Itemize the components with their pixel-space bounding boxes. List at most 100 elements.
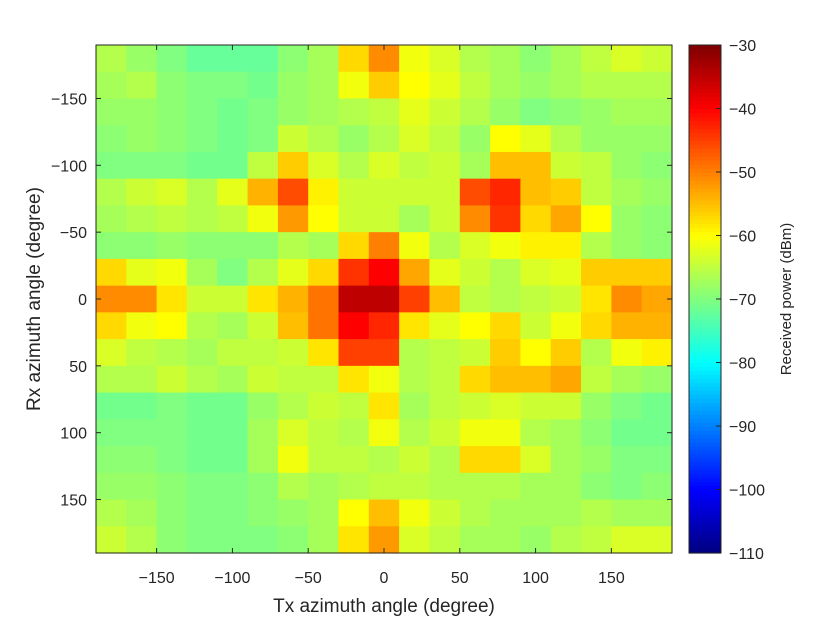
heatmap-cell [459,419,491,447]
heatmap-cell [459,312,491,340]
heatmap-cell [186,45,218,73]
heatmap-cell [459,98,491,126]
heatmap-cell [611,45,643,73]
heatmap-cell [156,339,188,367]
heatmap-cell [126,339,158,367]
heatmap-cell [308,472,340,501]
heatmap-cell [399,499,431,527]
heatmap-cell [126,125,158,153]
heatmap-cell [247,232,279,260]
colorbar-segment [689,267,721,272]
heatmap-cell [217,446,249,474]
colorbar-segment [689,445,721,451]
heatmap-cell [186,419,218,447]
heatmap-cell [217,98,249,126]
colorbar-segment [689,231,721,237]
heatmap-cell [126,499,158,527]
heatmap-cell [550,125,582,153]
heatmap-cell [277,285,309,313]
heatmap-cell [338,499,370,527]
colorbar-segment [689,426,721,431]
heatmap-cell [429,526,461,554]
heatmap-cell [581,45,612,73]
heatmap-cell [217,232,249,260]
heatmap-cell [186,499,218,527]
heatmap-cell [459,339,491,367]
heatmap-cell [186,151,218,180]
colorbar-segment [689,48,721,54]
heatmap-cell [277,178,309,207]
heatmap-cell [429,98,461,126]
colorbar-segment [689,187,721,193]
colorbar-segment [689,295,721,300]
colorbar-segment [689,56,721,62]
colorbar-segment [689,183,721,189]
heatmap-cell [308,526,340,554]
heatmap-cell [96,71,127,100]
heatmap-cell [277,232,309,260]
heatmap-cell [247,178,279,207]
heatmap-cell [368,446,400,474]
heatmap-cell [126,71,158,100]
heatmap-cell [186,472,218,501]
colorbar-segment [689,124,721,129]
colorbar-segment [689,422,721,427]
colorbar-segment [689,433,721,439]
heatmap-cell [186,392,218,420]
heatmap-cell [338,232,370,260]
heatmap-cell [277,365,309,394]
colorbar-segment [689,521,721,526]
heatmap-cell [490,339,522,367]
x-axis-label: Tx azimuth angle (degree) [273,596,495,617]
colorbar-segment [689,545,721,550]
heatmap-cell [126,178,158,207]
heatmap-cell [96,446,127,474]
heatmap-cell [459,446,491,474]
heatmap-cell [459,45,491,73]
heatmap-cell [277,499,309,527]
heatmap-cell [399,258,431,287]
colorbar-segment [689,541,721,546]
heatmap-cell [338,365,370,394]
heatmap-cell [277,98,309,126]
heatmap-cell [368,151,400,180]
colorbar-segment [689,219,721,225]
colorbar-tick-label: −40 [729,102,756,119]
heatmap-cell [641,98,673,126]
colorbar-segment [689,406,721,411]
heatmap-cell [490,392,522,420]
heatmap-cell [490,125,522,153]
colorbar-segment [689,346,721,352]
colorbar-segment [689,279,721,284]
heatmap-cell [520,499,552,527]
heatmap-cell [520,205,552,233]
heatmap-cell [641,178,673,207]
heatmap-cell [581,178,612,207]
heatmap-cell [611,151,643,180]
colorbar-segment [689,259,721,264]
heatmap-cell [641,472,673,501]
heatmap-cell [338,392,370,420]
heatmap-cell [399,151,431,180]
colorbar-segment [689,453,721,459]
heatmap-cell [96,312,127,340]
colorbar-segment [689,505,721,510]
heatmap-cell [217,365,249,394]
colorbar-segment [689,338,721,344]
heatmap-cell [247,446,279,474]
heatmap-cell [490,446,522,474]
heatmap-cell [126,446,158,474]
heatmap-cell [520,472,552,501]
colorbar-segment [689,362,721,368]
heatmap-cell [126,526,158,554]
heatmap-cell [611,285,643,313]
colorbar-segment [689,310,721,316]
heatmap-cell [96,285,127,313]
heatmap-cell [520,258,552,287]
heatmap-cell [338,472,370,501]
colorbar-segment [689,509,721,514]
colorbar-segment [689,358,721,364]
colorbar-segment [689,45,721,50]
heatmap-cell [520,312,552,340]
heatmap-cell [368,419,400,447]
